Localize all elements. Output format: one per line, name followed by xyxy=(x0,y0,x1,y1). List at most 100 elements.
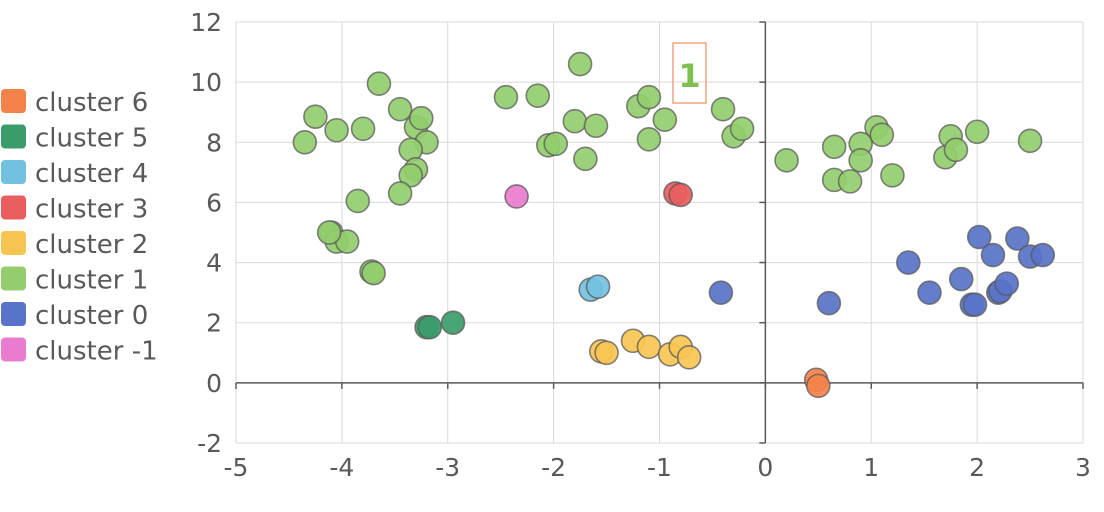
point-cluster-0 xyxy=(708,280,734,305)
y-tick-label: 4 xyxy=(206,249,222,278)
point-cluster-1 xyxy=(316,220,342,245)
y-tick-label: -2 xyxy=(197,429,222,458)
legend-label: cluster 1 xyxy=(35,266,148,296)
point-cluster-1 xyxy=(345,188,371,214)
legend-item-cluster-2: cluster 2 xyxy=(1,230,148,260)
legend-swatch xyxy=(1,124,26,149)
point-cluster-1 xyxy=(964,119,990,145)
x-tick-label: -5 xyxy=(224,453,249,482)
point-cluster-2 xyxy=(676,344,702,370)
point-cluster-0 xyxy=(917,280,942,305)
point-cluster-1 xyxy=(837,169,863,194)
point-cluster-1 xyxy=(292,129,318,155)
legend-item-cluster-1: cluster 1 xyxy=(1,266,148,296)
point-cluster-1 xyxy=(774,148,799,173)
x-tick-label: 3 xyxy=(1075,453,1091,482)
point-cluster-1 xyxy=(562,108,588,134)
series-cluster-6 xyxy=(803,367,831,399)
point-cluster-0 xyxy=(1005,226,1030,251)
x-tick-label: -1 xyxy=(647,453,672,482)
point-cluster-1 xyxy=(350,116,376,142)
legend-label: cluster 3 xyxy=(35,195,148,225)
legend-swatch xyxy=(1,302,26,326)
point-cluster-1 xyxy=(408,105,434,131)
legend-swatch xyxy=(1,89,26,113)
legend-swatch xyxy=(1,195,26,220)
legend: cluster 6 cluster 5 cluster 4 cluster 3 clus… xyxy=(1,88,158,367)
y-tick-label: 12 xyxy=(190,8,222,37)
point-cluster-1 xyxy=(361,260,386,286)
point-cluster-1 xyxy=(525,83,551,108)
annotation-label: 1 xyxy=(678,57,700,95)
series-cluster-5 xyxy=(414,310,466,340)
series-cluster-2 xyxy=(588,328,702,370)
point-cluster-0 xyxy=(816,290,842,316)
point-cluster-1 xyxy=(543,131,569,157)
point-cluster-1 xyxy=(710,96,736,122)
point-cluster-2 xyxy=(594,340,619,366)
point-cluster-0 xyxy=(948,266,974,292)
point-cluster-1 xyxy=(387,96,413,122)
point-cluster-0 xyxy=(1030,242,1056,268)
x-tick-label: 1 xyxy=(863,453,879,482)
annotation: 1 xyxy=(672,42,707,104)
legend-label: cluster 0 xyxy=(35,301,148,331)
series-cluster--1 xyxy=(504,184,529,209)
point-cluster--1 xyxy=(504,184,529,209)
point-cluster-0 xyxy=(966,224,992,250)
point-cluster-1 xyxy=(943,137,969,163)
point-cluster-4 xyxy=(585,274,611,299)
point-cluster-1 xyxy=(880,163,905,188)
series-cluster-4 xyxy=(578,274,611,302)
point-cluster-1 xyxy=(324,117,349,143)
y-tick-label: 0 xyxy=(206,369,222,398)
legend-swatch xyxy=(1,337,26,362)
point-cluster-5 xyxy=(417,314,443,340)
point-cluster-1 xyxy=(583,113,609,139)
legend-swatch xyxy=(1,231,26,255)
y-tick-label: 8 xyxy=(206,128,222,157)
point-cluster-0 xyxy=(896,250,921,275)
legend-swatch xyxy=(1,160,26,184)
legend-item-cluster--1: cluster -1 xyxy=(1,337,158,367)
legend-item-cluster-4: cluster 4 xyxy=(1,159,148,189)
legend-label: cluster 2 xyxy=(35,230,148,260)
point-cluster-1 xyxy=(652,107,678,133)
point-cluster-0 xyxy=(962,292,988,317)
series-cluster-3 xyxy=(663,181,693,208)
legend-item-cluster-5: cluster 5 xyxy=(1,124,148,154)
legend-label: cluster 4 xyxy=(35,159,148,189)
x-tick-label: 2 xyxy=(969,453,985,482)
y-tick-label: 2 xyxy=(206,309,222,338)
point-cluster-1 xyxy=(821,134,847,160)
point-cluster-1 xyxy=(573,146,598,172)
point-cluster-1 xyxy=(398,163,423,188)
point-cluster-1 xyxy=(848,148,873,173)
point-cluster-1 xyxy=(636,84,662,110)
point-cluster-1 xyxy=(387,181,413,206)
point-cluster-5 xyxy=(440,310,466,336)
x-tick-label: -2 xyxy=(541,453,566,482)
annotation-box xyxy=(672,42,707,104)
point-cluster-2 xyxy=(636,334,662,360)
point-cluster-1 xyxy=(1017,128,1043,154)
point-cluster-1 xyxy=(869,122,895,148)
legend-label: cluster -1 xyxy=(35,337,158,367)
x-tick-label: -3 xyxy=(435,453,460,482)
legend-label: cluster 5 xyxy=(35,124,148,154)
x-tick-label: 0 xyxy=(757,453,773,482)
point-cluster-1 xyxy=(567,51,593,77)
legend-item-cluster-0: cluster 0 xyxy=(1,301,148,331)
legend-label: cluster 6 xyxy=(35,88,148,118)
legend-item-cluster-6: cluster 6 xyxy=(1,88,148,118)
point-cluster-0 xyxy=(994,271,1020,296)
legend-item-cluster-3: cluster 3 xyxy=(1,195,148,225)
y-tick-label: 6 xyxy=(206,188,222,217)
point-cluster-3 xyxy=(668,182,693,208)
series-cluster-1 xyxy=(292,51,1043,286)
gridlines xyxy=(235,21,1084,444)
data-points xyxy=(292,51,1056,399)
legend-swatch xyxy=(1,266,26,291)
